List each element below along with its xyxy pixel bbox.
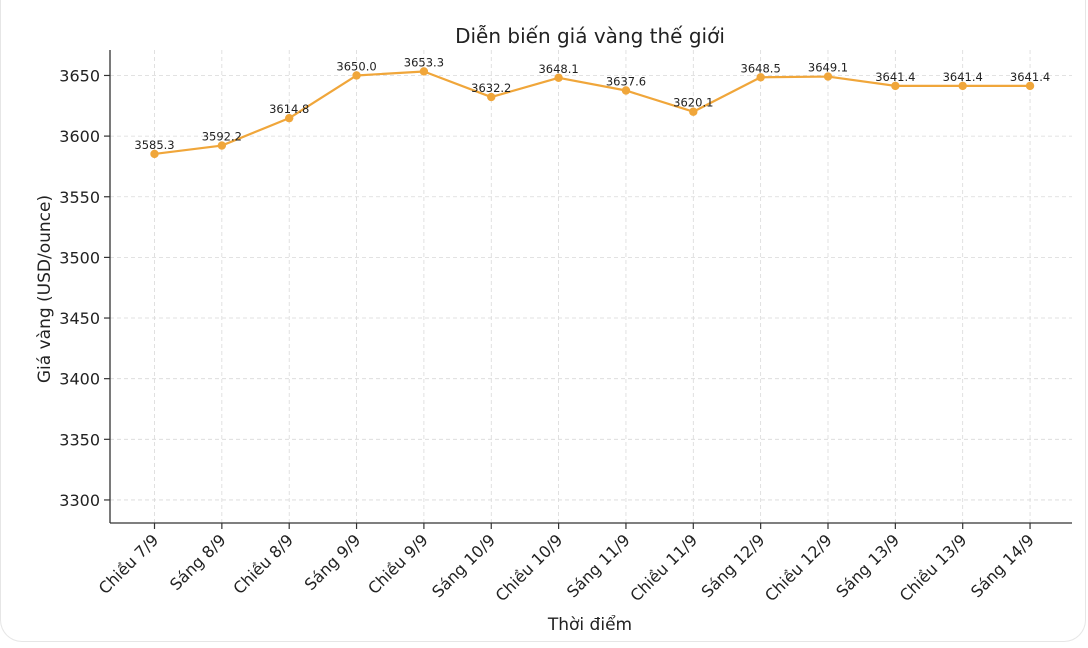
data-point <box>217 141 227 150</box>
x-tick-label: Chiều 11/9 <box>626 530 701 605</box>
x-tick-label: Chiều 8/9 <box>229 530 297 598</box>
data-point <box>285 113 294 123</box>
data-point <box>487 92 496 102</box>
data-label: 3641.4 <box>943 70 983 84</box>
data-point <box>621 86 631 95</box>
x-tick-label: Chiều 13/9 <box>896 530 971 605</box>
data-label: 3641.4 <box>1010 70 1050 84</box>
data-label: 3641.4 <box>875 70 915 84</box>
y-tick-label: 3300 <box>59 491 100 510</box>
x-ticks: Chiều 7/9 Sáng 8/9 Chiều 8/9 Sáng 9/9 Chiều … <box>95 523 1038 605</box>
data-label: 3649.1 <box>808 61 848 75</box>
x-tick-label: Sáng 10/9 <box>428 530 499 601</box>
x-tick-label: Sáng 8/9 <box>166 530 230 594</box>
y-tick-label: 3550 <box>59 188 100 207</box>
data-label: 3620.1 <box>673 96 713 110</box>
x-tick-label: Chiều 7/9 <box>95 530 163 598</box>
data-label: 3632.2 <box>471 81 511 95</box>
data-label: 3592.2 <box>202 130 242 144</box>
data-point <box>1025 81 1035 91</box>
y-ticks: 3300 3350 3400 3450 3500 3550 3600 3650 <box>59 66 110 510</box>
data-label: 3648.5 <box>741 61 781 75</box>
y-tick-label: 3600 <box>59 127 100 146</box>
x-tick-label: Chiều 10/9 <box>492 530 567 605</box>
y-tick-label: 3350 <box>59 430 100 449</box>
series-gold-price <box>150 67 1035 159</box>
data-point <box>554 73 563 82</box>
data-label: 3637.6 <box>606 75 646 89</box>
y-tick-label: 3650 <box>59 66 100 85</box>
x-axis-label: Thời điểm <box>547 614 632 635</box>
x-tick-label: Sáng 11/9 <box>563 530 634 601</box>
axes <box>109 50 1072 524</box>
series-line <box>154 70 1031 156</box>
y-tick-label: 3400 <box>59 370 100 389</box>
x-tick-label: Chiều 12/9 <box>761 530 836 605</box>
x-tick-label: Chiều 9/9 <box>364 530 432 598</box>
data-point <box>756 73 765 82</box>
x-tick-label: Sáng 13/9 <box>832 530 903 601</box>
grid <box>110 50 1072 523</box>
data-label: 3585.3 <box>134 138 174 152</box>
y-axis-label: Giá vàng (USD/ounce) <box>35 195 55 383</box>
data-label: 3650.0 <box>336 59 376 73</box>
data-point <box>958 81 967 91</box>
y-tick-label: 3450 <box>59 309 100 328</box>
data-point <box>689 107 698 116</box>
data-label: 3653.3 <box>404 55 444 69</box>
x-tick-label: Sáng 9/9 <box>301 530 365 594</box>
data-point <box>352 71 361 80</box>
data-point <box>823 72 833 81</box>
data-label: 3614.8 <box>269 102 309 116</box>
x-tick-label: Sáng 12/9 <box>698 530 769 601</box>
data-label: 3648.1 <box>538 62 578 76</box>
data-labels: 3585.3 3592.2 3614.8 3650.0 3653.3 3632.2 3648… <box>134 55 1050 151</box>
data-point <box>150 149 159 159</box>
data-point <box>891 81 900 91</box>
x-tick-label: Sáng 14/9 <box>967 530 1038 601</box>
y-tick-label: 3500 <box>59 248 100 267</box>
chart-title: Diễn biến giá vàng thế giới <box>455 24 725 48</box>
data-point <box>419 67 429 76</box>
